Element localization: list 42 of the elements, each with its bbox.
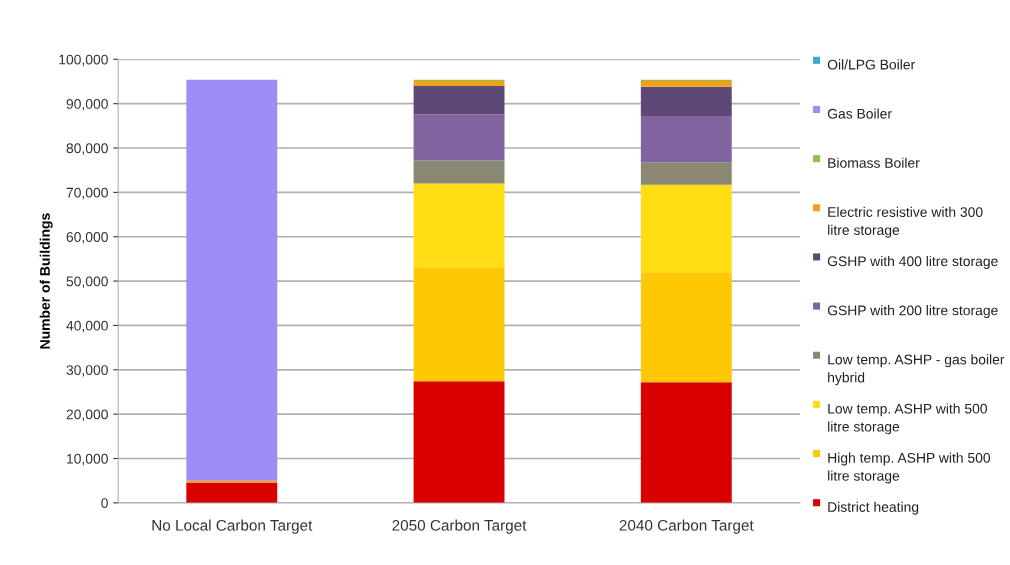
bar	[640, 81, 732, 87]
y-tick-label: 90,000	[66, 99, 108, 111]
bar	[413, 81, 505, 86]
bar	[640, 184, 732, 273]
y-tick-label: 40,000	[66, 320, 108, 333]
bar	[413, 381, 505, 503]
bar	[413, 160, 505, 184]
legend-label: Oil/LPG Boiler	[827, 59, 915, 70]
bar	[186, 482, 278, 503]
x-tick-label: 2050 Carbon Target	[392, 519, 527, 534]
bar	[640, 382, 732, 503]
legend-label: District heating	[828, 501, 919, 515]
bar	[640, 116, 732, 163]
bar	[413, 114, 505, 161]
y-axis-title: Number of Buildings	[39, 213, 53, 349]
bar	[640, 86, 732, 117]
x-tick-label: 2040 Carbon Target	[619, 519, 754, 534]
legend-label: High temp. ASHP with 500 litre storage	[828, 452, 991, 484]
legend-label: GSHP with 400 litre storage	[827, 255, 998, 269]
bar	[640, 272, 732, 383]
legend-label: Electric resistive with 300 litre storage	[828, 206, 983, 238]
bar	[186, 480, 278, 483]
y-tick-label: 0	[101, 498, 108, 509]
legend-label: Gas Boiler	[827, 108, 892, 119]
y-tick-label: 70,000	[66, 187, 108, 200]
legend-label: Low temp. ASHP with 500 litre storage	[828, 403, 987, 435]
bar	[640, 162, 732, 185]
y-tick-label: 20,000	[66, 409, 108, 421]
bar	[413, 183, 505, 268]
x-tick-label: No Local Carbon Target	[152, 519, 313, 534]
y-tick-label: 60,000	[66, 232, 108, 244]
legend-label: Biomass Boiler	[828, 157, 920, 168]
y-tick-label: 50,000	[66, 276, 108, 288]
legend-label: GSHP with 200 litre storage	[827, 305, 998, 319]
y-tick-label: 10,000	[67, 453, 108, 466]
bar	[413, 267, 505, 382]
bar	[413, 85, 505, 115]
y-tick-label: 100,000	[59, 54, 108, 67]
y-tick-label: 30,000	[66, 365, 108, 377]
bar	[186, 79, 278, 481]
y-tick-label: 80,000	[66, 143, 108, 155]
legend-label: Low temp. ASHP - gas boiler hybrid	[828, 354, 1005, 386]
